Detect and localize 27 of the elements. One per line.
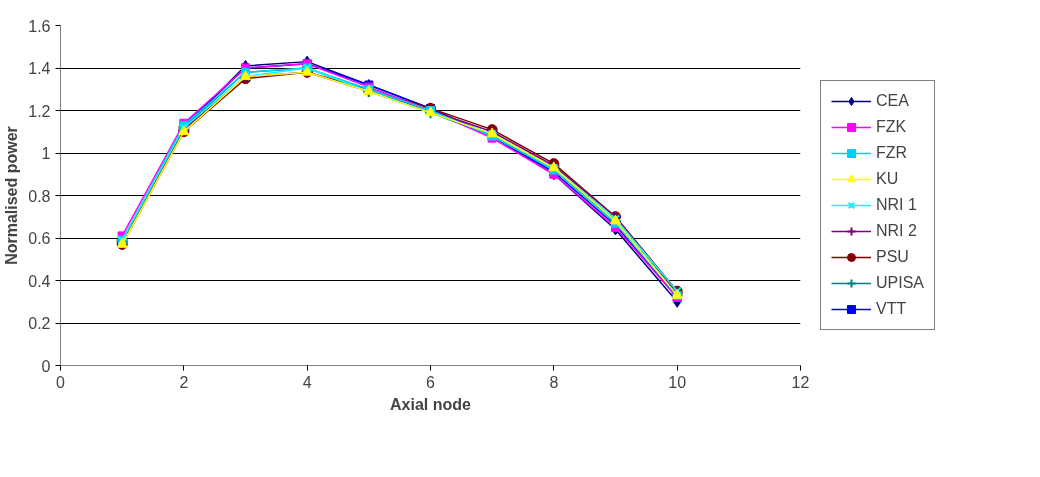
legend-label: KU xyxy=(876,170,899,188)
legend-label: PSU xyxy=(876,248,909,266)
y-tick-label: 1 xyxy=(41,145,51,162)
legend-label: FZK xyxy=(876,118,907,136)
x-tick-label: 4 xyxy=(302,373,312,391)
y-tick-label: 1.2 xyxy=(28,102,51,120)
y-tick-label: 1.6 xyxy=(28,17,51,35)
x-tick-label: 10 xyxy=(668,373,687,391)
legend-label: NRI 2 xyxy=(876,222,917,240)
y-tick-label: 0.6 xyxy=(28,230,51,247)
y-tick-label: 0.8 xyxy=(28,187,51,205)
x-axis-title: Axial node xyxy=(390,395,472,413)
y-tick-label: 0.4 xyxy=(28,272,51,290)
x-tick-label: 0 xyxy=(56,373,66,391)
y-tick-label: 0.2 xyxy=(28,315,51,332)
legend-label: NRI 1 xyxy=(876,196,917,214)
x-tick-label: 12 xyxy=(791,373,810,391)
y-axis-title: Normalised power xyxy=(3,126,21,265)
y-tick-label: 1.4 xyxy=(28,60,51,77)
legend-label: VTT xyxy=(876,300,907,318)
legend-label: FZR xyxy=(876,144,908,162)
x-tick-label: 8 xyxy=(549,373,559,391)
legend-label: CEA xyxy=(876,92,909,110)
legend-label: UPISA xyxy=(876,274,925,292)
x-tick-label: 2 xyxy=(179,373,189,391)
x-tick-label: 6 xyxy=(426,373,436,391)
y-tick-label: 0 xyxy=(41,357,51,375)
